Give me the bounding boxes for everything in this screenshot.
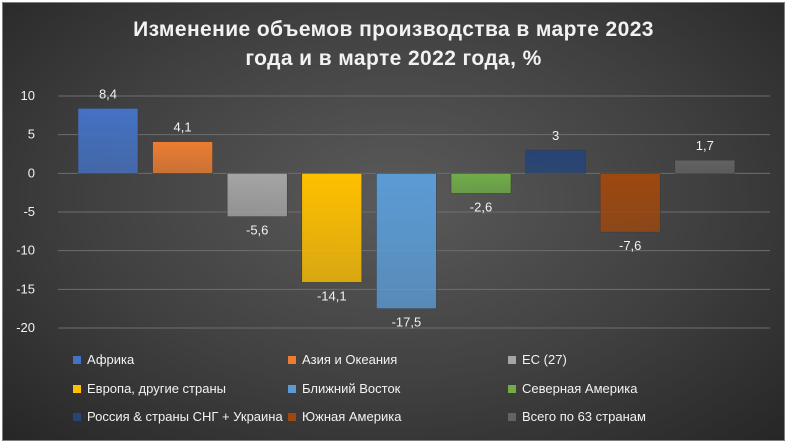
chart-title-line2: года и в марте 2022 года, %: [245, 47, 542, 70]
legend-item: Северная Америка: [508, 381, 637, 396]
bar: [450, 173, 512, 194]
legend-label: Европа, другие страны: [87, 381, 226, 396]
data-label: -2,6: [470, 199, 492, 214]
chart-title-line1: Изменение объемов производства в марте 2…: [133, 18, 654, 41]
y-tick-label: -5: [23, 204, 35, 219]
legend-item: Ближний Восток: [288, 381, 400, 396]
data-label: 1,7: [696, 138, 714, 153]
legend-item: Всего по 63 странам: [508, 409, 646, 424]
bar: [525, 149, 586, 174]
bar: [674, 159, 736, 174]
data-label: 4,1: [174, 120, 192, 135]
bar: [376, 173, 437, 309]
legend-label: ЕС (27): [522, 352, 567, 367]
y-tick-label: 0: [28, 165, 35, 180]
bar: [301, 173, 363, 283]
legend-label: Африка: [87, 352, 135, 367]
legend-swatch: [288, 384, 296, 393]
legend-swatch: [508, 412, 516, 421]
legend-swatch: [73, 412, 81, 421]
data-label: 8,4: [99, 86, 117, 101]
legend-swatch: [288, 355, 296, 364]
data-label: -7,6: [619, 238, 641, 253]
legend-label: Азия и Океания: [302, 352, 398, 367]
legend-swatch: [73, 384, 81, 393]
legend-label: Северная Америка: [522, 381, 638, 396]
data-label: -17,5: [392, 315, 422, 330]
y-tick-label: -20: [16, 320, 35, 335]
y-tick-label: 10: [21, 88, 35, 103]
data-label: 3: [552, 128, 559, 143]
legend-item: Россия & страны СНГ + Украина: [73, 409, 283, 424]
bar: [599, 173, 661, 233]
legend-item: Африка: [73, 352, 134, 367]
data-label: -5,6: [246, 223, 268, 238]
legend-label: Всего по 63 странам: [522, 409, 646, 424]
legend-swatch: [508, 384, 516, 393]
data-label: -14,1: [317, 288, 347, 303]
bar: [226, 173, 288, 217]
bar: [77, 108, 139, 174]
y-tick-label: -15: [16, 281, 35, 296]
legend-swatch: [508, 355, 516, 364]
chart-title: Изменение объемов производства в марте 2…: [3, 15, 784, 73]
legend-item: ЕС (27): [508, 352, 567, 367]
legend-item: Южная Америка: [288, 409, 401, 424]
legend-swatch: [73, 355, 81, 364]
legend-item: Европа, другие страны: [73, 381, 226, 396]
legend-swatch: [288, 412, 296, 421]
y-tick-label: 5: [28, 127, 35, 142]
legend-item: Азия и Океания: [288, 352, 397, 367]
legend-label: Южная Америка: [302, 409, 402, 424]
legend-label: Ближний Восток: [302, 381, 401, 396]
bar: [152, 141, 213, 174]
y-tick-label: -10: [16, 243, 35, 258]
legend-label: Россия & страны СНГ + Украина: [87, 409, 283, 424]
